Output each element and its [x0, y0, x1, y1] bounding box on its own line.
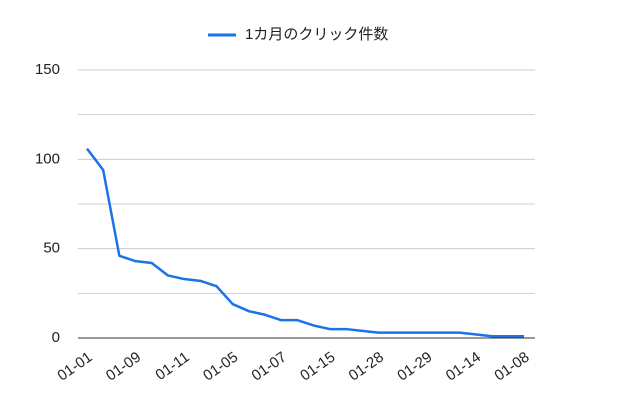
y-tick-label: 100 — [35, 150, 60, 167]
x-tick-label: 01-08 — [491, 349, 532, 385]
y-tick-label: 50 — [43, 240, 60, 257]
x-tick-label: 01-05 — [200, 349, 241, 385]
y-tick-label: 0 — [52, 329, 60, 346]
x-tick-label: 01-07 — [249, 349, 290, 385]
x-tick-label: 01-29 — [394, 349, 435, 385]
x-tick-label: 01-28 — [346, 349, 387, 385]
x-tick-label: 01-14 — [443, 349, 484, 385]
x-tick-label: 01-01 — [54, 349, 95, 385]
x-tick-label: 01-09 — [103, 349, 144, 385]
y-tick-label: 150 — [35, 61, 60, 78]
x-tick-label: 01-11 — [152, 349, 192, 384]
data-line — [86, 147, 524, 338]
legend-label: 1カ月のクリック件数 — [245, 26, 388, 43]
x-tick-label: 01-15 — [297, 349, 338, 385]
